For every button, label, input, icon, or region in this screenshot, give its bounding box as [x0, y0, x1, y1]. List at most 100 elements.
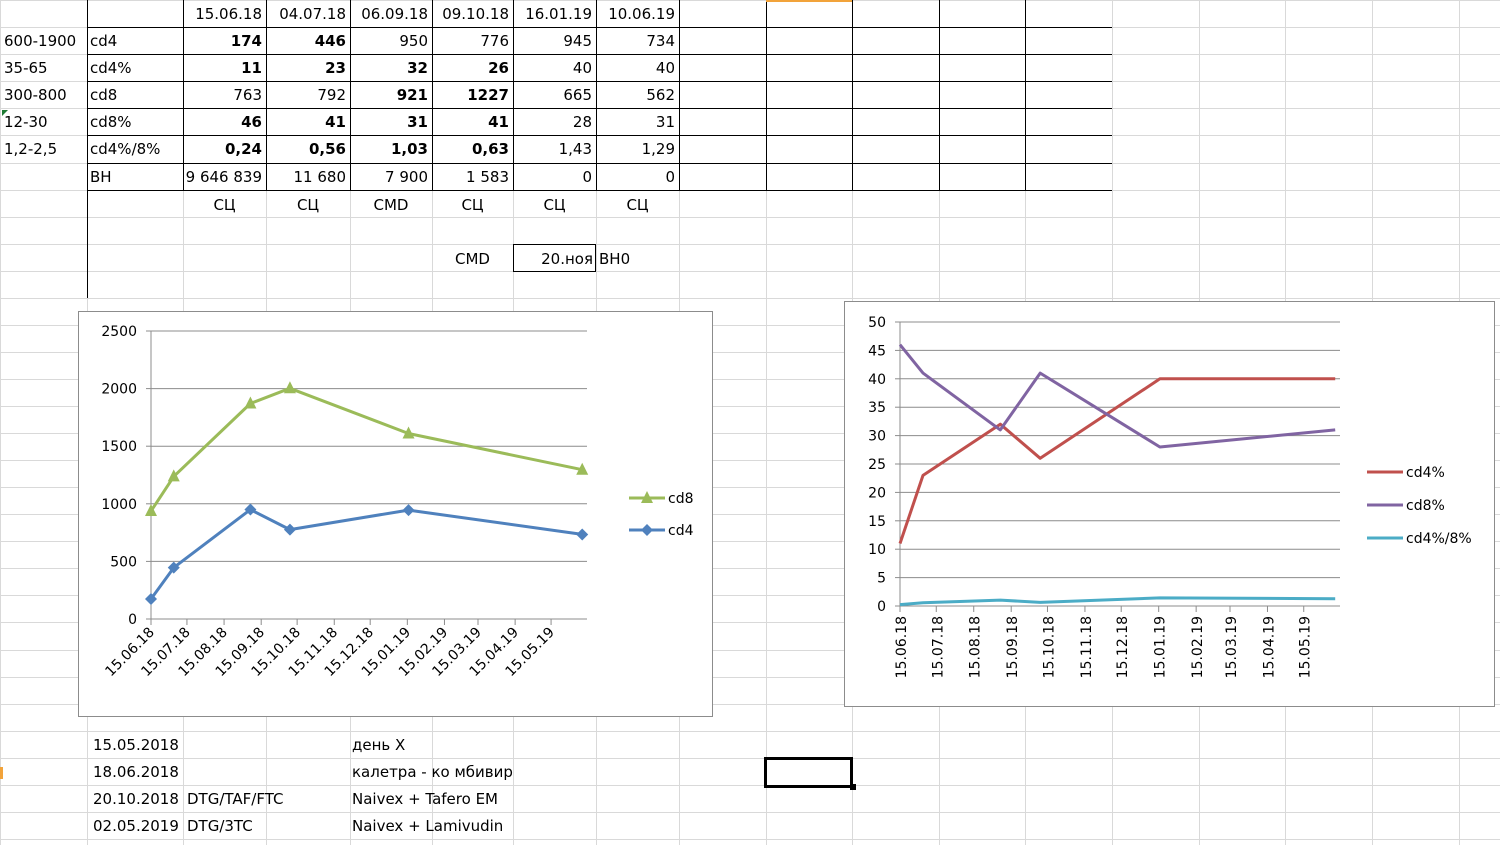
value-cell[interactable]: 562 [646, 86, 675, 104]
range-cell[interactable]: 12-30 [4, 113, 48, 131]
value-cell[interactable]: 1227 [467, 86, 509, 104]
value-cell[interactable]: 1,43 [558, 140, 592, 158]
cmd-label-cell[interactable]: CMD [455, 250, 490, 268]
chart1-cd4-marker [283, 523, 296, 536]
metric-name-cell[interactable]: cd4%/8% [90, 140, 161, 158]
value-cell[interactable]: 40 [572, 59, 592, 77]
value-cell[interactable]: 921 [396, 86, 428, 104]
note-regimen-cell[interactable]: DTG/TAF/FTC [187, 790, 284, 808]
range-cell[interactable]: 1,2-2,5 [4, 140, 58, 158]
selected-cell[interactable] [764, 757, 853, 788]
value-cell[interactable]: 1 583 [466, 168, 509, 186]
value-cell[interactable]: 11 680 [293, 168, 347, 186]
value-cell[interactable]: 7 900 [385, 168, 428, 186]
fill-handle[interactable] [850, 784, 856, 790]
note-date-cell[interactable]: 02.05.2019 [93, 817, 179, 835]
note-date-cell[interactable]: 15.05.2018 [93, 736, 179, 754]
value-cell[interactable]: 776 [480, 32, 509, 50]
value-cell[interactable]: 950 [399, 32, 428, 50]
chart2-x-tick-label: 15.08.18 [968, 616, 984, 678]
value-cell[interactable]: 31 [655, 113, 675, 131]
note-regimen-cell[interactable]: DTG/3TC [187, 817, 253, 835]
value-cell[interactable]: 41 [325, 113, 346, 131]
chart2-y-tick-label: 5 [877, 571, 886, 587]
value-cell[interactable]: 0,63 [471, 140, 509, 158]
note-description-cell[interactable]: Naivex + Lamivudin [352, 817, 504, 835]
footer-cell[interactable]: СЦ [626, 196, 649, 214]
value-cell[interactable]: 23 [325, 59, 346, 77]
chart2-x-tick-label: 15.01.19 [1153, 616, 1169, 678]
header-date-cell[interactable]: 15.06.18 [195, 5, 262, 23]
metric-name-cell[interactable]: cd4 [90, 32, 118, 50]
value-cell[interactable]: 1,03 [390, 140, 428, 158]
note-description-cell[interactable]: калетра - ко мбивир [352, 763, 513, 781]
note-regimen-cell[interactable] [187, 732, 347, 759]
note-date-cell[interactable]: 20.10.2018 [93, 790, 179, 808]
chart2-x-tick-label: 15.04.19 [1261, 616, 1277, 678]
chart2-y-tick-label: 35 [868, 400, 886, 416]
footer-cell[interactable]: CMD [373, 196, 409, 214]
footer-cell[interactable]: СЦ [296, 196, 320, 214]
value-cell[interactable]: 11 [241, 59, 262, 77]
chart2-y-tick-label: 30 [868, 429, 886, 445]
chart1-cd8-marker [167, 469, 180, 482]
value-cell[interactable]: 174 [230, 32, 262, 50]
active-column-marker [766, 0, 852, 2]
value-cell[interactable]: 28 [572, 113, 592, 131]
value-cell[interactable]: 40 [655, 59, 675, 77]
metric-name-cell[interactable]: cd8% [90, 113, 132, 131]
value-cell[interactable]: 0 [582, 168, 592, 186]
footer-cell[interactable]: СЦ [461, 196, 484, 214]
value-cell[interactable]: 734 [646, 32, 675, 50]
header-date-cell[interactable]: 09.10.18 [442, 5, 509, 23]
chart1-legend-marker [641, 491, 653, 503]
metric-name-cell[interactable]: cd8 [90, 86, 118, 104]
chart-cd-percent[interactable]: 0 5 10 15 20 25 30 35 40 45 50 15.06.18 15.07.18 15.0… [844, 301, 1495, 707]
value-cell[interactable]: 792 [317, 86, 346, 104]
metric-name-cell[interactable]: ВН [90, 168, 112, 186]
value-cell[interactable]: 0 [665, 168, 675, 186]
chart-cd4-cd8[interactable]: 0 500 1000 1500 2000 2500 15.06.18 15.07.18 15.0… [78, 311, 713, 717]
value-cell[interactable]: 763 [233, 86, 262, 104]
note-description-cell[interactable]: день Х [352, 736, 406, 754]
chart2-y-tick-label: 40 [868, 372, 886, 388]
chart2-x-tick-label: 15.12.18 [1115, 616, 1131, 678]
footer-cell[interactable]: СЦ [543, 196, 566, 214]
note-regimen-cell[interactable] [187, 759, 347, 786]
chart2-x-tick-label: 15.03.19 [1224, 616, 1240, 678]
chart2-x-tick-label: 15.10.18 [1041, 616, 1057, 678]
chart1-cd4-marker [576, 528, 589, 541]
header-date-cell[interactable]: 16.01.19 [525, 5, 592, 23]
value-cell[interactable]: 0,56 [308, 140, 346, 158]
chart2-y-tick-label: 20 [868, 485, 886, 501]
chart2-x-tick-label: 15.05.19 [1298, 616, 1314, 678]
metric-name-cell[interactable]: cd4% [90, 59, 132, 77]
note-date-cell[interactable]: 18.06.2018 [93, 763, 179, 781]
chart2-y-tick-label: 10 [868, 542, 886, 558]
range-cell[interactable]: 300-800 [4, 86, 67, 104]
value-cell[interactable]: 665 [563, 86, 592, 104]
value-cell[interactable]: 41 [488, 113, 509, 131]
footer-cell[interactable]: СЦ [213, 196, 236, 214]
value-cell[interactable]: 945 [563, 32, 592, 50]
chart1-cd4-marker [402, 504, 415, 517]
range-cell[interactable]: 35-65 [4, 59, 48, 77]
note-description-cell[interactable]: Naivex + Tafero EM [352, 790, 498, 808]
chart1-series-cd8-line [149, 386, 583, 512]
value-cell[interactable]: 1,29 [641, 140, 675, 158]
header-date-cell[interactable]: 10.06.19 [608, 5, 675, 23]
value-cell[interactable]: 446 [314, 32, 346, 50]
value-cell[interactable]: 0,24 [224, 140, 262, 158]
value-cell[interactable]: 9 646 839 [185, 168, 262, 186]
value-cell[interactable]: 46 [241, 113, 262, 131]
value-cell[interactable]: 26 [488, 59, 509, 77]
header-date-cell[interactable]: 04.07.18 [279, 5, 346, 23]
chart1-cd4-marker [167, 561, 180, 574]
range-cell[interactable] [4, 164, 84, 191]
range-cell[interactable]: 600-1900 [4, 32, 77, 50]
value-cell[interactable]: 32 [407, 59, 428, 77]
value-cell[interactable]: 31 [407, 113, 428, 131]
cmd-date-cell[interactable]: 20.ноя [541, 250, 593, 268]
header-date-cell[interactable]: 06.09.18 [361, 5, 428, 23]
vn0-cell[interactable]: ВН0 [599, 250, 631, 268]
